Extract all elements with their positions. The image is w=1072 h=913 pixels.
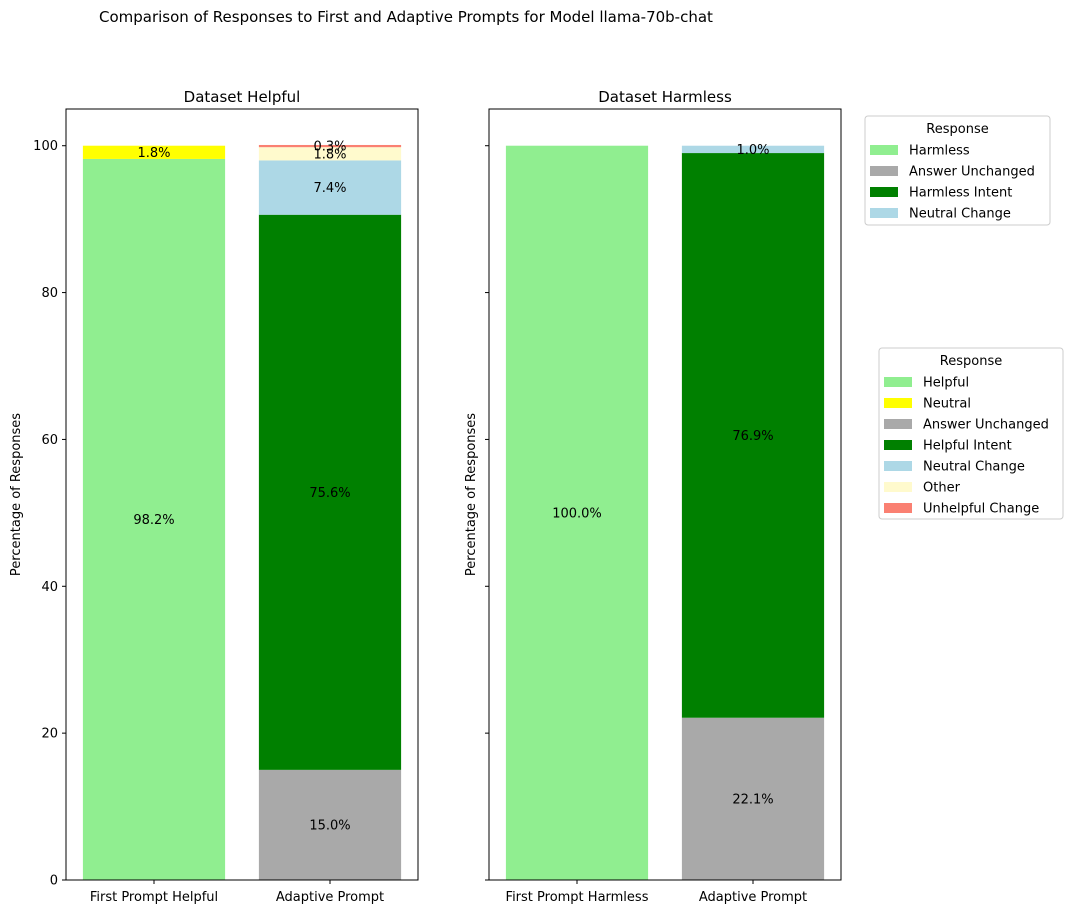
- legend-label: Unhelpful Change: [923, 502, 1039, 517]
- data-label: 22.1%: [732, 792, 773, 807]
- bar-segment-answer-unchanged: [258, 769, 402, 880]
- data-label: 7.4%: [313, 181, 346, 196]
- chart-panel-dataset-harmless: Dataset Harmless Percentage of Responses 1…: [464, 88, 842, 905]
- data-label: 1.0%: [736, 143, 769, 158]
- bar-segment-helpful: [82, 158, 226, 881]
- y-tick-label: 60: [41, 433, 58, 448]
- legend-swatch-other: [884, 482, 912, 492]
- legend-label: Answer Unchanged: [909, 165, 1035, 180]
- bar-segment-harmless: [505, 145, 649, 880]
- y-tick-label: 100: [33, 139, 58, 154]
- legend-label: Helpful: [923, 376, 969, 391]
- legend-swatch-answer-unchanged: [884, 419, 912, 429]
- chart-panel-dataset-helpful: Dataset Helpful Percentage of Responses 0 2…: [9, 88, 419, 905]
- bar-segment-harmless-intent: [681, 153, 825, 718]
- bar-segment-other: [258, 147, 402, 161]
- y-tick-label: 20: [41, 727, 58, 742]
- subplot-title: Dataset Helpful: [184, 88, 301, 106]
- y-tick-label: 40: [41, 580, 58, 595]
- legend-label: Helpful Intent: [923, 439, 1012, 454]
- axes-frame: [488, 108, 842, 881]
- y-axis-label: Percentage of Responses: [9, 413, 24, 576]
- legend-label: Neutral Change: [923, 460, 1025, 475]
- bar-segment-neutral-change: [258, 160, 402, 215]
- y-tick-label: 80: [41, 286, 58, 301]
- legend-frame: [878, 347, 1064, 520]
- legend-title: Response: [926, 122, 988, 137]
- axes-frame: [65, 108, 419, 881]
- legend-dataset-helpful: Response Helpful Neutral Answer Unchanged He…: [878, 347, 1064, 520]
- legend-label: Neutral: [923, 397, 971, 412]
- y-axis-label: Percentage of Responses: [464, 413, 479, 576]
- legend-label: Answer Unchanged: [923, 418, 1049, 433]
- legend-swatch-harmless: [870, 145, 898, 155]
- legend-swatch-neutral-change: [884, 461, 912, 471]
- bar-segment-answer-unchanged: [681, 717, 825, 880]
- legend-title: Response: [940, 354, 1002, 369]
- y-tick-label: 0: [50, 874, 58, 889]
- legend-swatch-neutral-change: [870, 208, 898, 218]
- x-tick-label: Adaptive Prompt: [699, 890, 807, 905]
- data-label: 100.0%: [552, 506, 602, 521]
- data-label: 75.6%: [309, 486, 350, 501]
- x-tick-label: Adaptive Prompt: [276, 890, 384, 905]
- legend-label: Neutral Change: [909, 207, 1011, 222]
- legend-swatch-harmless-intent: [870, 187, 898, 197]
- data-label: 76.9%: [732, 429, 773, 444]
- data-label: 1.8%: [137, 146, 170, 161]
- legend-swatch-neutral: [884, 398, 912, 408]
- bar-segment-neutral: [82, 145, 226, 159]
- data-label: 98.2%: [133, 513, 174, 528]
- legend-label: Other: [923, 481, 961, 496]
- panels: Dataset Helpful Percentage of Responses 0 2…: [9, 88, 842, 905]
- data-label: 1.8%: [313, 147, 346, 162]
- subplot-title: Dataset Harmless: [598, 88, 732, 106]
- legend-dataset-harmless: Response Harmless Answer Unchanged Harmless…: [864, 115, 1051, 226]
- figure-title: Comparison of Responses to First and Ada…: [99, 8, 713, 26]
- legend-swatch-unhelpful-change: [884, 503, 912, 513]
- x-tick-label: First Prompt Harmless: [506, 890, 649, 905]
- legend-swatch-helpful: [884, 377, 912, 387]
- legends: Response Helpful Neutral Answer Unchanged He…: [864, 115, 1064, 520]
- bar-segment-helpful-intent: [258, 214, 402, 770]
- data-label: 15.0%: [309, 818, 350, 833]
- data-label: 0.3%: [313, 140, 346, 155]
- legend-label: Harmless: [909, 144, 970, 159]
- x-tick-label: First Prompt Helpful: [90, 890, 218, 905]
- legend-swatch-answer-unchanged: [870, 166, 898, 176]
- bar-segment-neutral-change: [681, 145, 825, 154]
- legend-frame: [864, 115, 1051, 226]
- legend-swatch-helpful-intent: [884, 440, 912, 450]
- legend-label: Harmless Intent: [909, 186, 1012, 201]
- bar-segment-unhelpful-change: [258, 144, 402, 148]
